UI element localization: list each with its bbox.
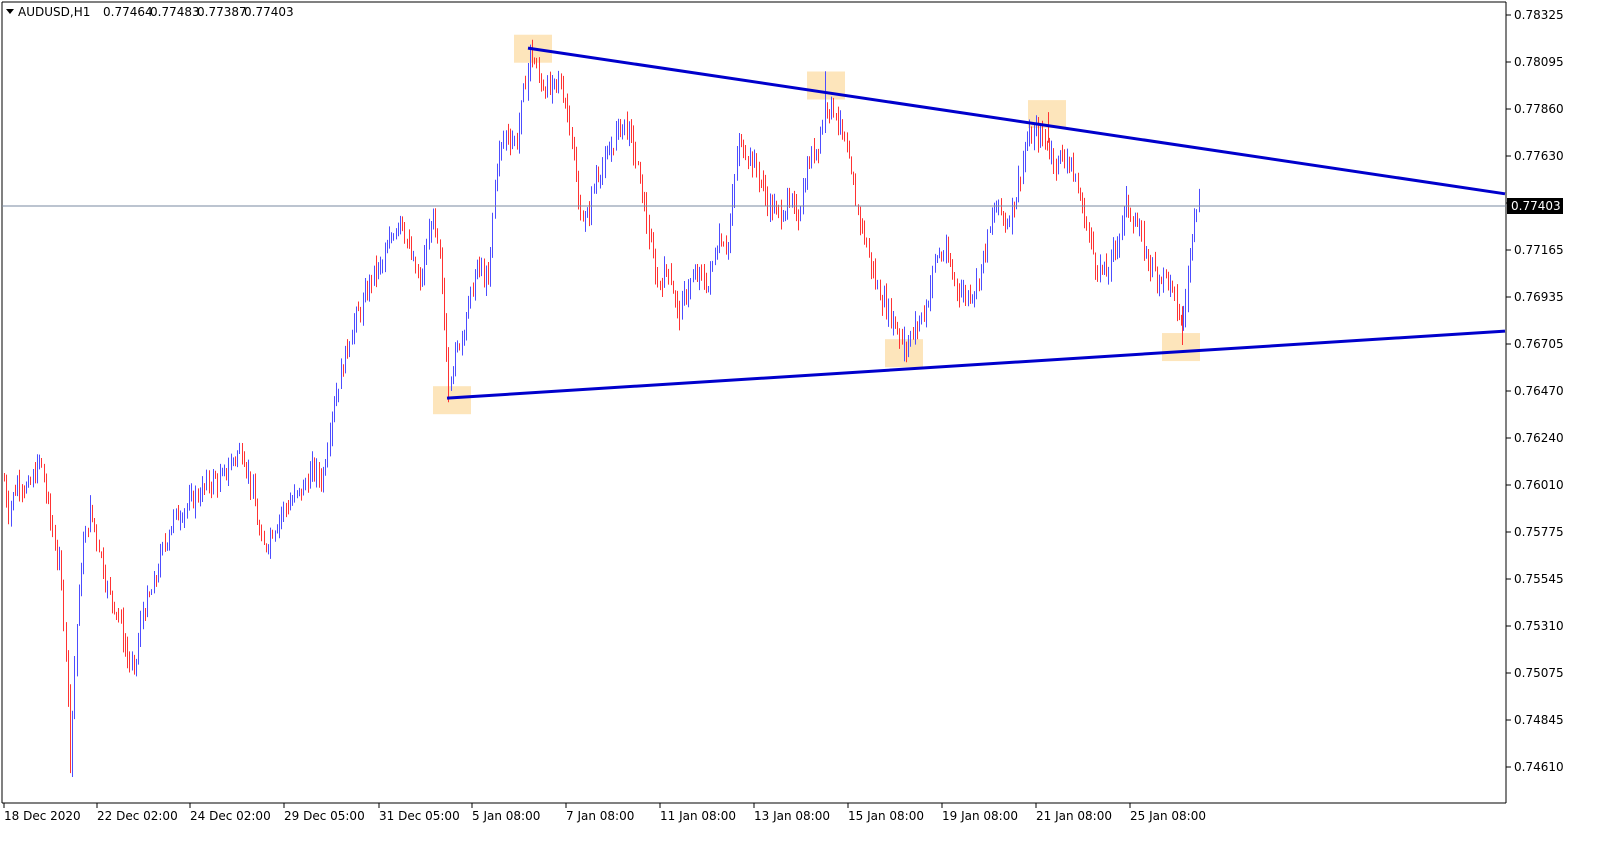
y-tick-label: 0.74610 [1514, 760, 1564, 774]
x-tick-label: 29 Dec 05:00 [284, 809, 365, 823]
dropdown-triangle-icon[interactable] [6, 9, 14, 14]
y-tick-label: 0.77165 [1514, 243, 1564, 257]
x-tick-label: 7 Jan 08:00 [566, 809, 634, 823]
y-tick-label: 0.75775 [1514, 525, 1564, 539]
x-tick-label: 5 Jan 08:00 [472, 809, 540, 823]
resistance-trendline[interactable] [527, 46, 1506, 196]
y-tick-label: 0.77630 [1514, 149, 1564, 163]
y-tick-label: 0.76240 [1514, 431, 1564, 445]
y-tick-label: 0.76935 [1514, 290, 1564, 304]
x-axis: 18 Dec 2020 22 Dec 02:00 24 Dec 02:00 29 De… [3, 803, 1206, 823]
close-value: 0.77403 [244, 5, 294, 19]
y-tick-label: 0.75310 [1514, 619, 1564, 633]
y-tick-label: 0.78095 [1514, 55, 1564, 69]
highlight-zone [433, 386, 471, 415]
x-tick-label: 22 Dec 02:00 [97, 809, 178, 823]
symbol-label: AUDUSD,H1 [18, 5, 90, 19]
x-tick-label: 18 Dec 2020 [4, 809, 81, 823]
x-tick-label: 31 Dec 05:00 [379, 809, 460, 823]
highlight-zone [1162, 333, 1200, 362]
y-tick-label: 0.74845 [1514, 713, 1564, 727]
low-value: 0.77387 [197, 5, 247, 19]
y-tick-label: 0.76010 [1514, 478, 1564, 492]
current-price-tag: 0.77403 [1507, 198, 1563, 214]
candles-layer[interactable] [4, 39, 1200, 777]
highlight-zones [433, 34, 1200, 415]
y-tick-label: 0.76470 [1514, 384, 1564, 398]
support-trendline[interactable] [446, 329, 1506, 400]
x-tick-label: 21 Jan 08:00 [1036, 809, 1112, 823]
y-tick-label: 0.76705 [1514, 337, 1564, 351]
x-tick-label: 15 Jan 08:00 [848, 809, 924, 823]
x-tick-label: 13 Jan 08:00 [754, 809, 830, 823]
y-tick-label: 0.75075 [1514, 666, 1564, 680]
x-tick-label: 25 Jan 08:00 [1130, 809, 1206, 823]
y-tick-label: 0.75545 [1514, 572, 1564, 586]
y-tick-label: 0.77860 [1514, 102, 1564, 116]
y-tick-label: 0.78325 [1514, 8, 1564, 22]
symbol-info-header: AUDUSD,H1 0.77464 0.77483 0.77387 0.7740… [6, 5, 294, 19]
x-tick-label: 24 Dec 02:00 [190, 809, 271, 823]
high-value: 0.77483 [150, 5, 200, 19]
current-price-label: 0.77403 [1511, 199, 1561, 213]
open-value: 0.77464 [103, 5, 153, 19]
y-axis: 0.78325 0.78095 0.77860 0.77630 0.77165 0.769… [1506, 8, 1564, 774]
x-tick-label: 19 Jan 08:00 [942, 809, 1018, 823]
trendlines-layer[interactable] [446, 46, 1506, 400]
x-tick-label: 11 Jan 08:00 [660, 809, 736, 823]
